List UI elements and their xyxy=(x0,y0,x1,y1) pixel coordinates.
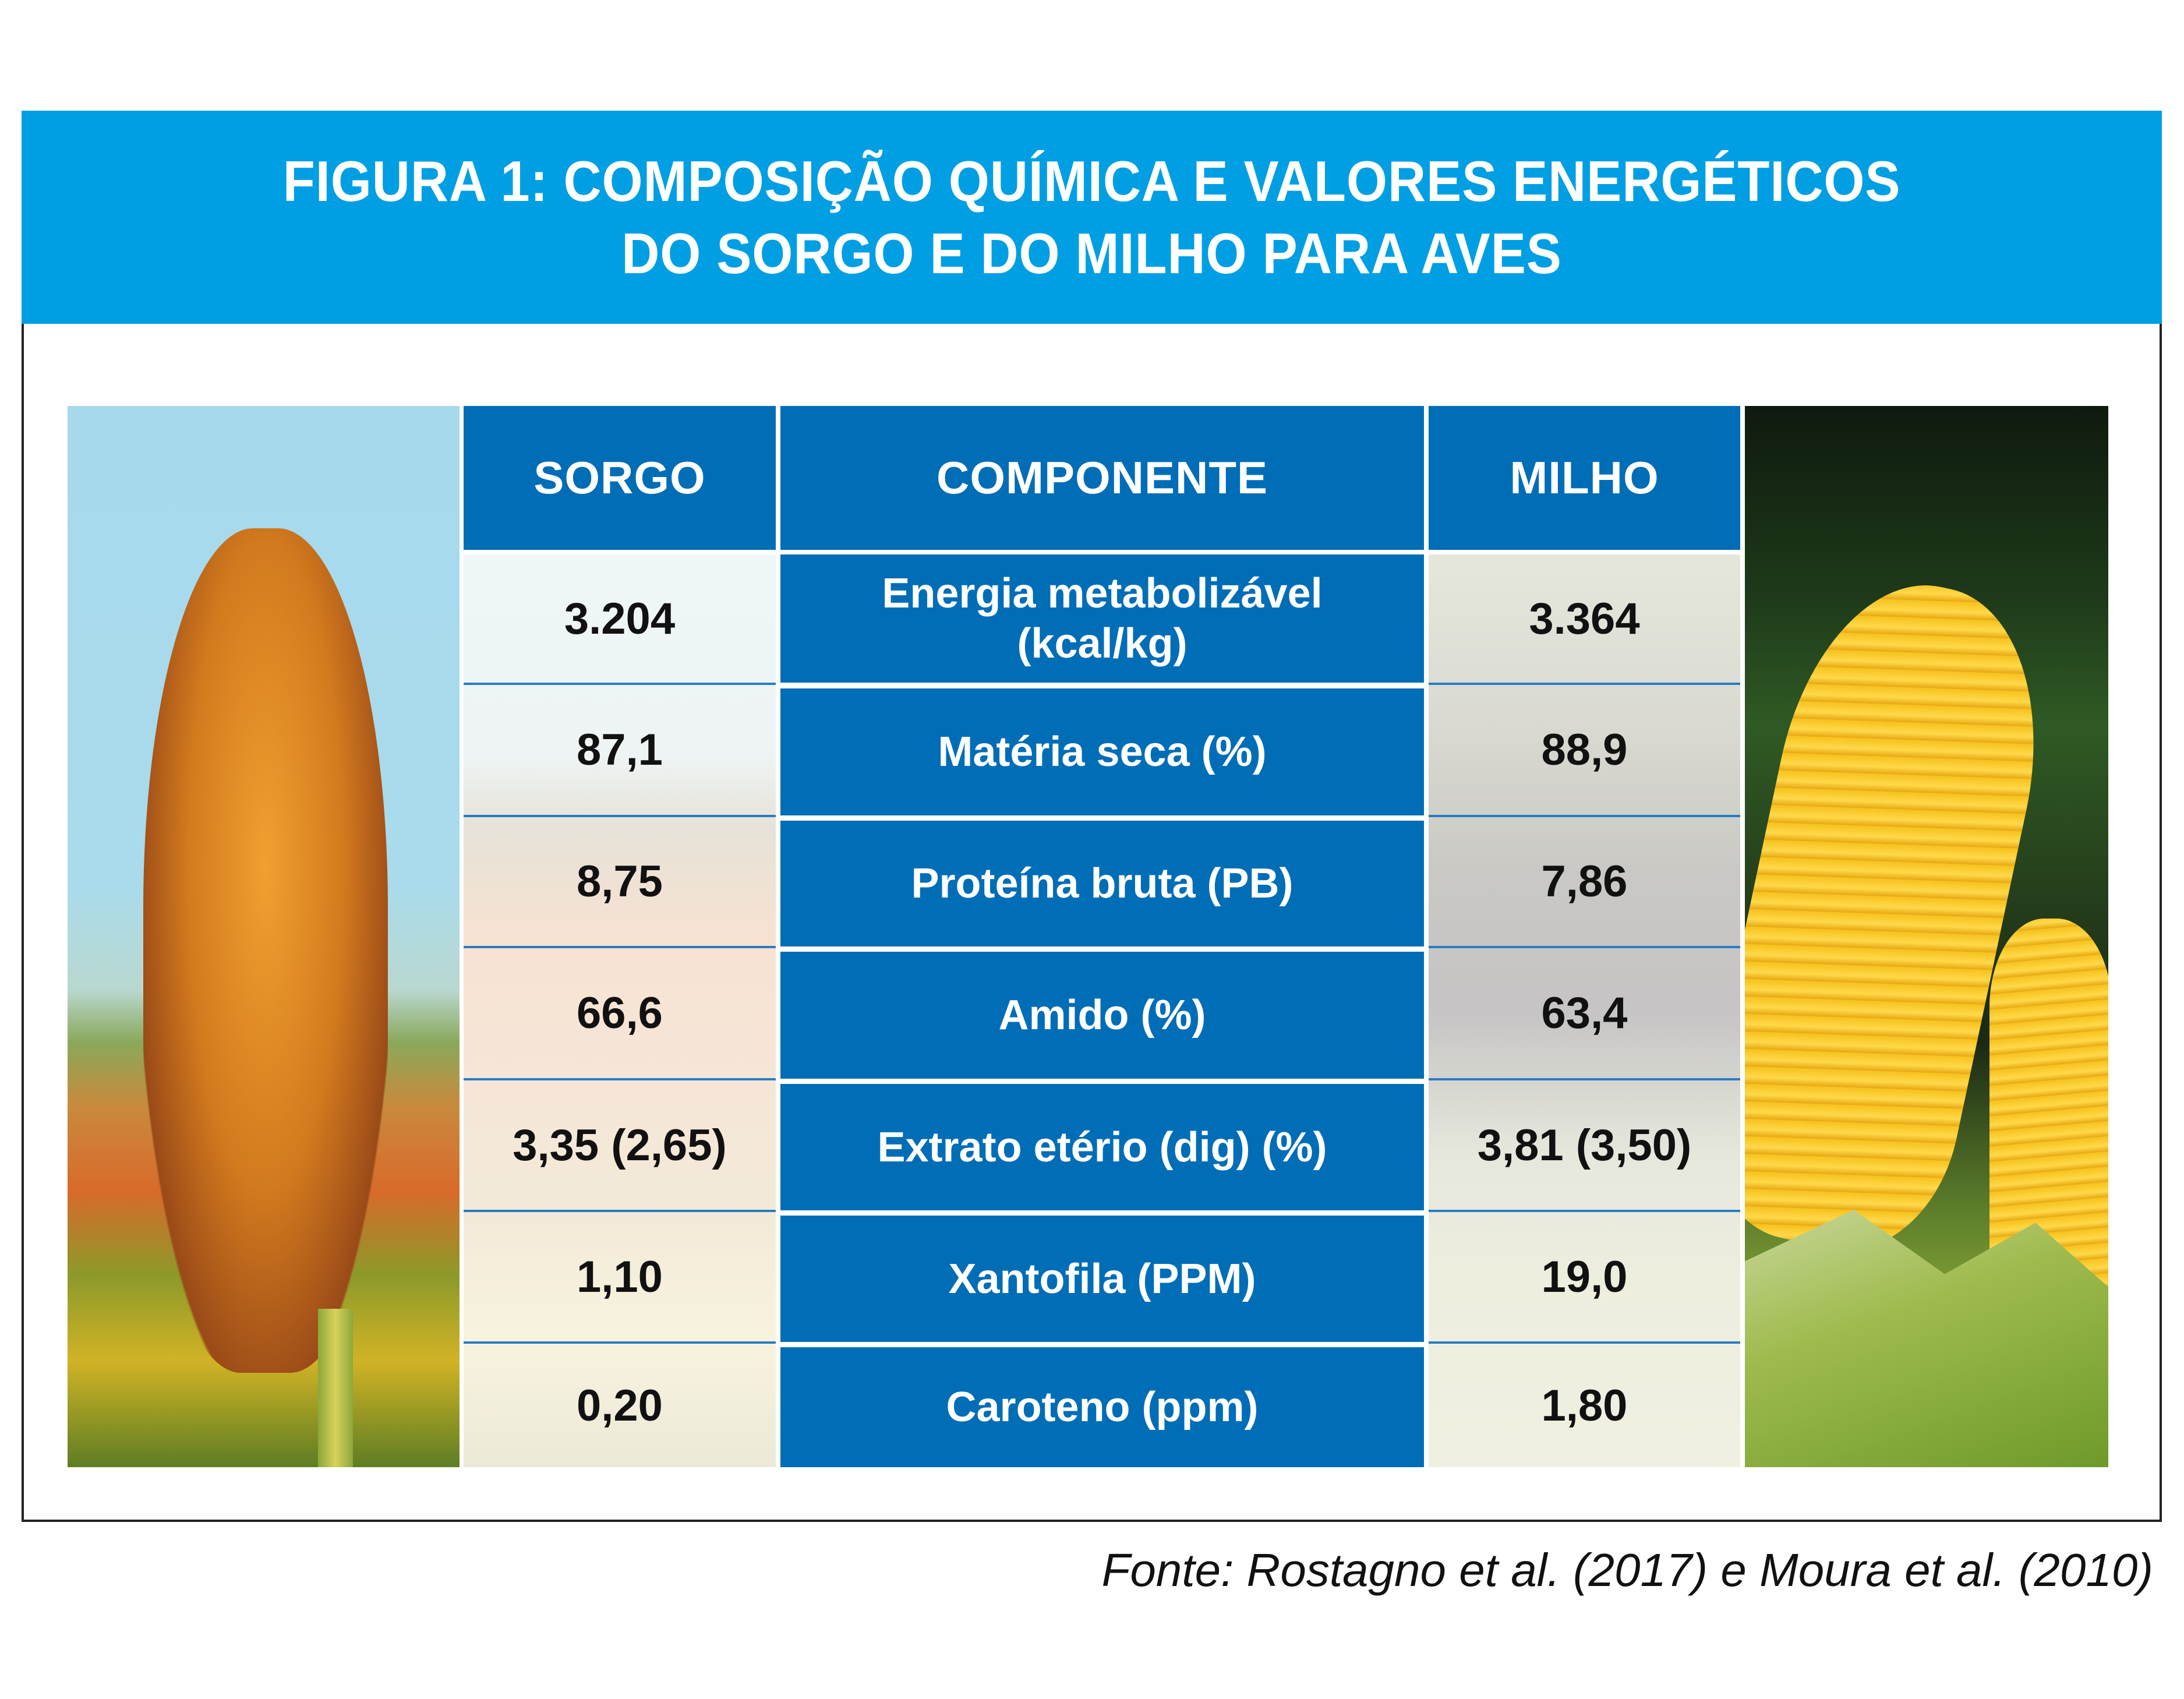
table-row-5-sorgo: 3,35 (2,65) xyxy=(464,1080,776,1212)
cell-value: 3.364 xyxy=(1529,594,1640,644)
component-label: Energia metabolizável xyxy=(882,570,1323,617)
corn-photo xyxy=(1745,406,2108,1467)
header-componente: COMPONENTE xyxy=(780,406,1424,550)
figure-title-line-2: DO SORGO E DO MILHO PARA AVES xyxy=(621,221,1562,285)
header-milho: MILHO xyxy=(1429,406,1740,550)
table-row-7-sorgo: 0,20 xyxy=(464,1344,776,1467)
figure-frame xyxy=(22,111,2162,1522)
figure-title-banner: FIGURA 1: COMPOSIÇÃO QUÍMICA E VALORES E… xyxy=(22,111,2162,324)
component-label: Proteína bruta (PB) xyxy=(911,860,1294,907)
table-row-7-milho: 1,80 xyxy=(1429,1344,1740,1467)
table-row-6-sorgo: 1,10 xyxy=(464,1212,776,1344)
table-row-1-componente: Energia metabolizável (kcal/kg) xyxy=(780,554,1424,683)
cell-value: 88,9 xyxy=(1541,725,1628,775)
milho-column-background xyxy=(1429,554,1740,1467)
table-row-2-sorgo: 87,1 xyxy=(464,685,776,817)
component-label: Amido (%) xyxy=(998,992,1206,1039)
cell-value: 3,35 (2,65) xyxy=(513,1120,727,1170)
table-row-1-sorgo: 3.204 xyxy=(464,554,776,685)
component-label: Xantofila (PPM) xyxy=(948,1255,1256,1302)
cell-value: 87,1 xyxy=(577,725,663,775)
cell-value: 7,86 xyxy=(1541,857,1628,906)
table-row-4-componente: Amido (%) xyxy=(780,952,1424,1079)
table-row-2-milho: 88,9 xyxy=(1429,685,1740,817)
sorghum-photo xyxy=(68,406,460,1467)
table-row-3-milho: 7,86 xyxy=(1429,817,1740,948)
header-sorgo-label: SORGO xyxy=(533,452,706,503)
cell-value: 1,80 xyxy=(1541,1380,1628,1430)
component-unit: (kcal/kg) xyxy=(1017,620,1188,667)
table-row-7-componente: Caroteno (ppm) xyxy=(780,1347,1424,1467)
table-row-5-milho: 3,81 (3,50) xyxy=(1429,1080,1740,1212)
table-row-6-milho: 19,0 xyxy=(1429,1212,1740,1344)
component-label: Caroteno (ppm) xyxy=(946,1384,1259,1430)
cell-value: 3,81 (3,50) xyxy=(1477,1120,1692,1170)
cell-value: 66,6 xyxy=(577,988,663,1038)
table-row-4-sorgo: 66,6 xyxy=(464,948,776,1080)
corn-husk xyxy=(1745,1210,2108,1467)
component-label: Matéria seca (%) xyxy=(938,729,1267,775)
cell-value: 1,10 xyxy=(577,1252,663,1302)
table-row-4-milho: 63,4 xyxy=(1429,948,1740,1080)
figure-title-line-1: FIGURA 1: COMPOSIÇÃO QUÍMICA E VALORES E… xyxy=(282,149,1901,213)
table-row-5-componente: Extrato etério (dig) (%) xyxy=(780,1084,1424,1210)
cell-value: 8,75 xyxy=(577,857,663,906)
cell-value: 0,20 xyxy=(577,1380,663,1430)
table-row-3-componente: Proteína bruta (PB) xyxy=(780,821,1424,946)
header-sorgo: SORGO xyxy=(464,406,776,550)
table-row-1-milho: 3.364 xyxy=(1429,554,1740,685)
component-label: Extrato etério (dig) (%) xyxy=(877,1124,1327,1171)
cell-value: 3.204 xyxy=(564,594,676,644)
source-citation: Fonte: Rostagno et al. (2017) e Moura et… xyxy=(1101,1544,2153,1596)
header-componente-label: COMPONENTE xyxy=(936,452,1268,503)
sorghum-grain-head xyxy=(143,528,388,1373)
table-row-2-componente: Matéria seca (%) xyxy=(780,688,1424,815)
sorghum-stem xyxy=(318,1309,353,1467)
table-row-6-componente: Xantofila (PPM) xyxy=(780,1216,1424,1342)
sorgo-column-background xyxy=(464,554,776,1467)
table-row-3-sorgo: 8,75 xyxy=(464,817,776,948)
cell-value: 63,4 xyxy=(1541,988,1628,1038)
cell-value: 19,0 xyxy=(1541,1252,1628,1302)
header-milho-label: MILHO xyxy=(1510,452,1659,503)
